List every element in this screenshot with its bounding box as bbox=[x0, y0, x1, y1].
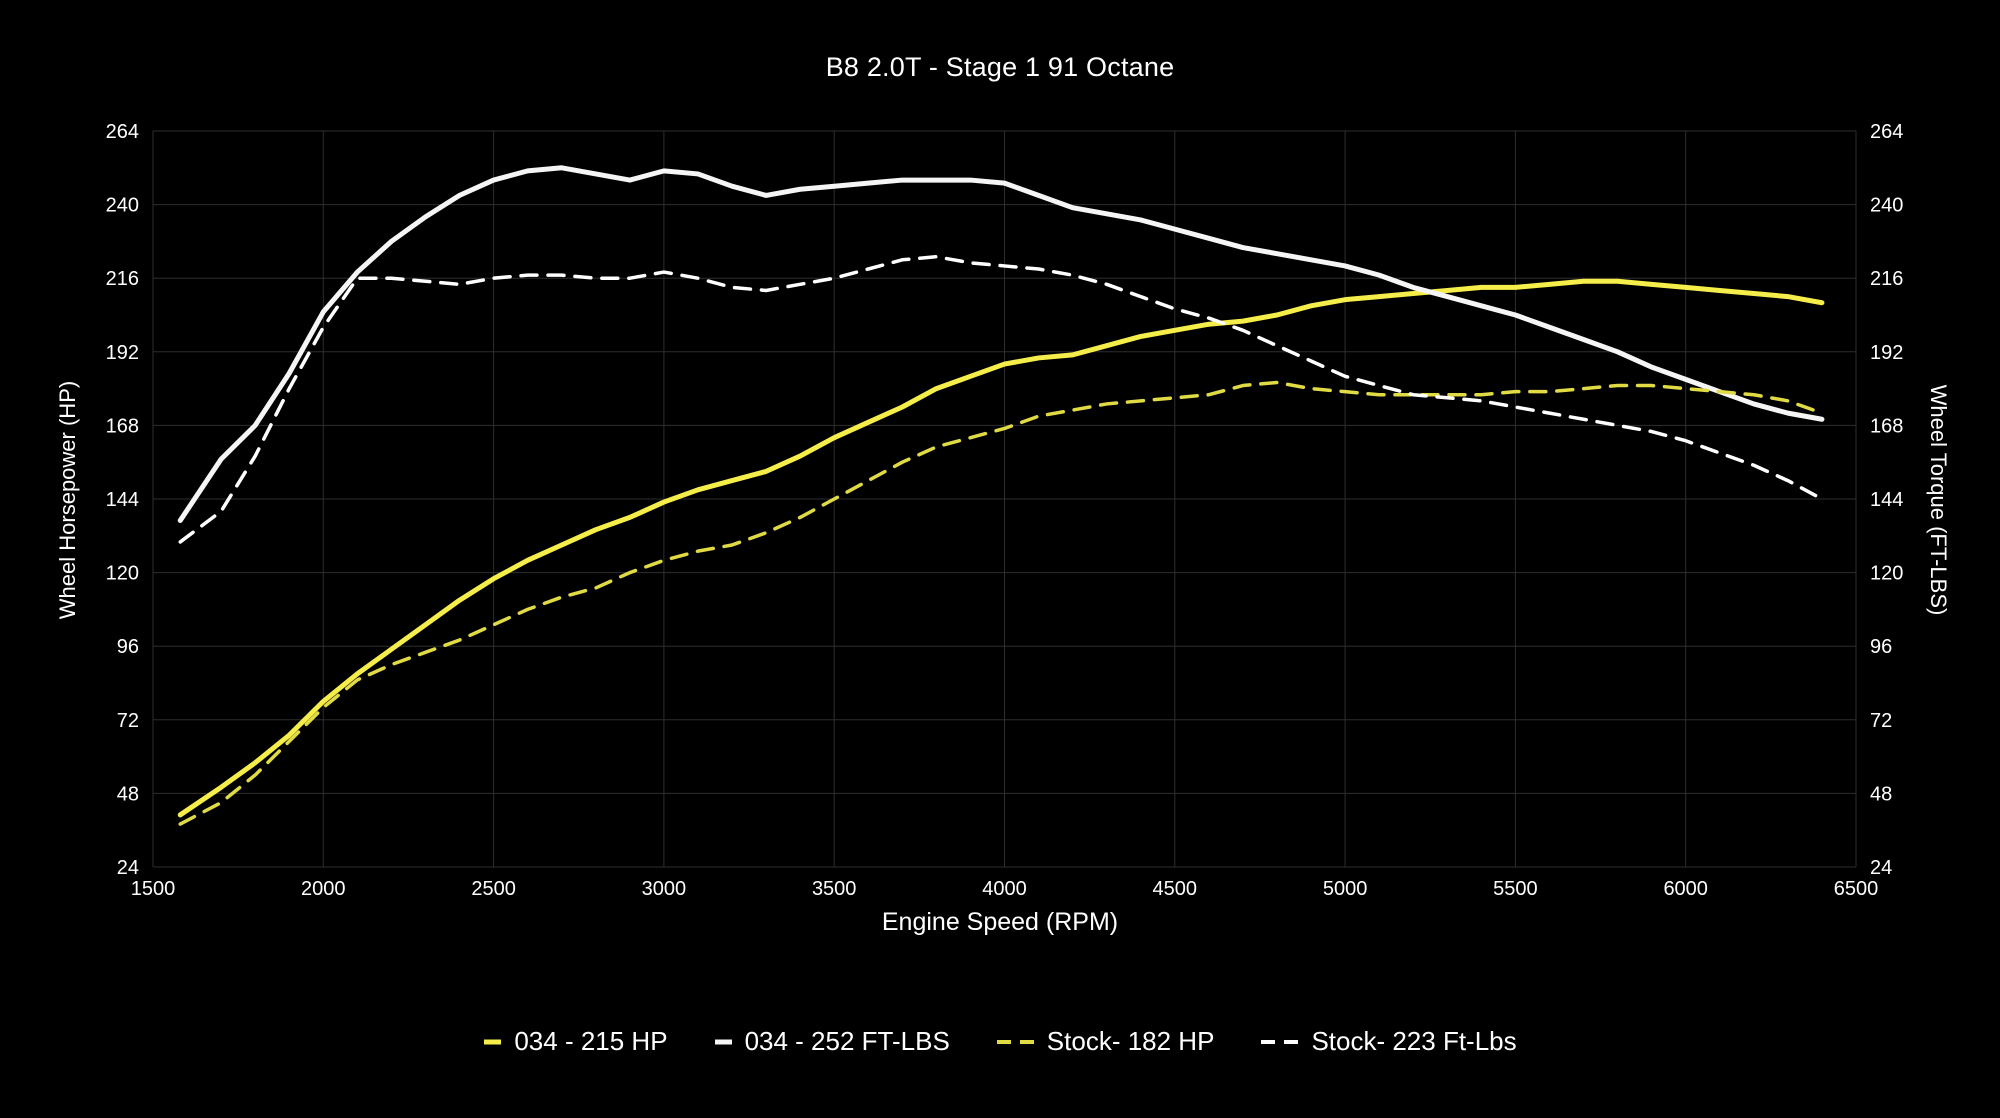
legend-swatch-solid-white-line-icon bbox=[714, 1039, 732, 1044]
svg-text:144: 144 bbox=[106, 489, 139, 511]
x-axis-label: Engine Speed (RPM) bbox=[881, 908, 1119, 936]
svg-text:72: 72 bbox=[1870, 710, 1892, 732]
svg-text:6500: 6500 bbox=[1834, 878, 1879, 900]
svg-text:24: 24 bbox=[117, 857, 139, 879]
svg-text:24: 24 bbox=[1870, 857, 1892, 879]
y-axis-label-left: Wheel Horsepower (HP) bbox=[55, 380, 80, 620]
svg-text:192: 192 bbox=[1870, 342, 1903, 364]
svg-text:96: 96 bbox=[117, 636, 139, 658]
legend-swatch-dashed-white-line-icon bbox=[1261, 1039, 1300, 1044]
svg-text:216: 216 bbox=[1870, 268, 1903, 290]
svg-text:240: 240 bbox=[1870, 195, 1903, 217]
chart-title: B8 2.0T - Stage 1 91 Octane bbox=[825, 52, 1175, 82]
svg-text:5500: 5500 bbox=[1493, 878, 1538, 900]
svg-text:240: 240 bbox=[106, 195, 139, 217]
svg-text:144: 144 bbox=[1870, 489, 1903, 511]
svg-text:4500: 4500 bbox=[1153, 878, 1198, 900]
svg-text:3000: 3000 bbox=[642, 878, 687, 900]
svg-text:2500: 2500 bbox=[471, 878, 516, 900]
legend-item-034-hp[interactable]: 034 - 215 HP bbox=[483, 1026, 668, 1057]
legend-label-stock-torque: Stock- 223 Ft-Lbs bbox=[1311, 1026, 1517, 1056]
svg-text:264: 264 bbox=[1870, 121, 1903, 143]
svg-text:120: 120 bbox=[1870, 563, 1903, 585]
chart-plot-area: 1500 2000 2500 3000 3500 4000 4500 5000 5500 6000… bbox=[106, 121, 1904, 900]
chart-legend: 034 - 215 HP 034 - 252 FT-LBS Stock- 182… bbox=[0, 1026, 2000, 1057]
svg-text:1500: 1500 bbox=[131, 878, 176, 900]
legend-label-stock-hp: Stock- 182 HP bbox=[1046, 1026, 1215, 1056]
svg-text:168: 168 bbox=[1870, 415, 1903, 437]
legend-item-stock-torque[interactable]: Stock- 223 Ft-Lbs bbox=[1260, 1026, 1517, 1057]
svg-text:2000: 2000 bbox=[301, 878, 346, 900]
svg-text:48: 48 bbox=[1870, 783, 1892, 805]
svg-text:4000: 4000 bbox=[982, 878, 1027, 900]
svg-text:96: 96 bbox=[1870, 636, 1892, 658]
svg-text:120: 120 bbox=[106, 563, 139, 585]
svg-text:3500: 3500 bbox=[812, 878, 857, 900]
svg-text:6000: 6000 bbox=[1663, 878, 1708, 900]
svg-text:192: 192 bbox=[106, 342, 139, 364]
svg-text:264: 264 bbox=[106, 121, 139, 143]
y-axis-label-right: Wheel Torque (FT-LBS) bbox=[1926, 384, 1951, 616]
legend-label-034-hp: 034 - 215 HP bbox=[514, 1026, 668, 1056]
svg-text:216: 216 bbox=[106, 268, 139, 290]
svg-text:168: 168 bbox=[106, 415, 139, 437]
svg-text:48: 48 bbox=[117, 783, 139, 805]
svg-text:5000: 5000 bbox=[1323, 878, 1368, 900]
legend-swatch-solid-yellow-line-icon bbox=[484, 1039, 502, 1044]
legend-swatch-dashed-yellow-line-icon bbox=[996, 1039, 1035, 1044]
svg-text:72: 72 bbox=[117, 710, 139, 732]
legend-item-034-torque[interactable]: 034 - 252 FT-LBS bbox=[714, 1026, 950, 1057]
legend-label-034-torque: 034 - 252 FT-LBS bbox=[744, 1026, 950, 1056]
legend-item-stock-hp[interactable]: Stock- 182 HP bbox=[996, 1026, 1215, 1057]
